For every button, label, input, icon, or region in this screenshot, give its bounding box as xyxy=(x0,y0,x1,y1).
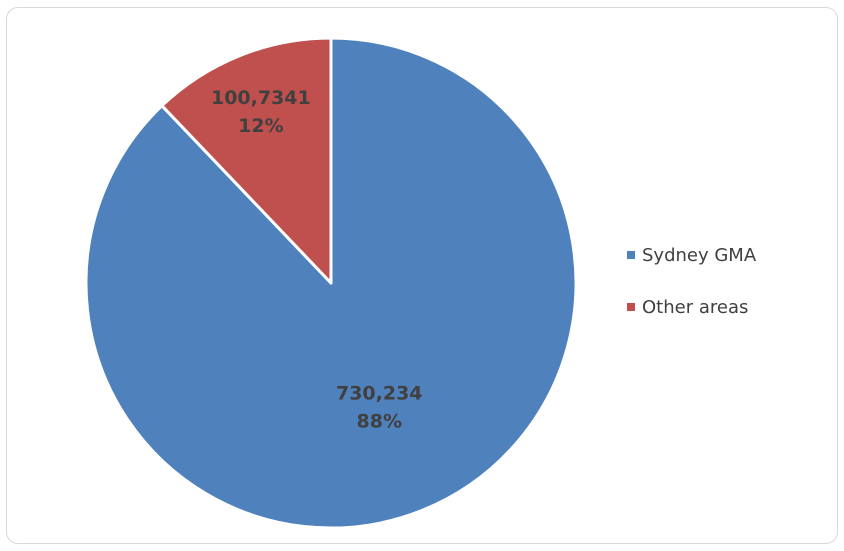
legend-label-sydney-gma: Sydney GMA xyxy=(642,244,757,266)
data-label-percent-sydney-gma: 88% xyxy=(357,411,402,433)
legend-label-other-areas: Other areas xyxy=(642,296,749,318)
legend: Sydney GMA Other areas xyxy=(627,242,756,346)
legend-swatch-other-areas xyxy=(627,303,635,311)
legend-item-sydney-gma: Sydney GMA xyxy=(627,242,756,268)
data-label-value-sydney-gma: 730,234 xyxy=(336,383,423,405)
data-label-percent-other-areas: 12% xyxy=(238,115,283,137)
data-label-value-other-areas: 100,7341 xyxy=(211,87,311,109)
pie-slice-other-areas xyxy=(160,36,333,285)
legend-item-other-areas: Other areas xyxy=(627,294,756,320)
legend-swatch-sydney-gma xyxy=(627,251,635,259)
